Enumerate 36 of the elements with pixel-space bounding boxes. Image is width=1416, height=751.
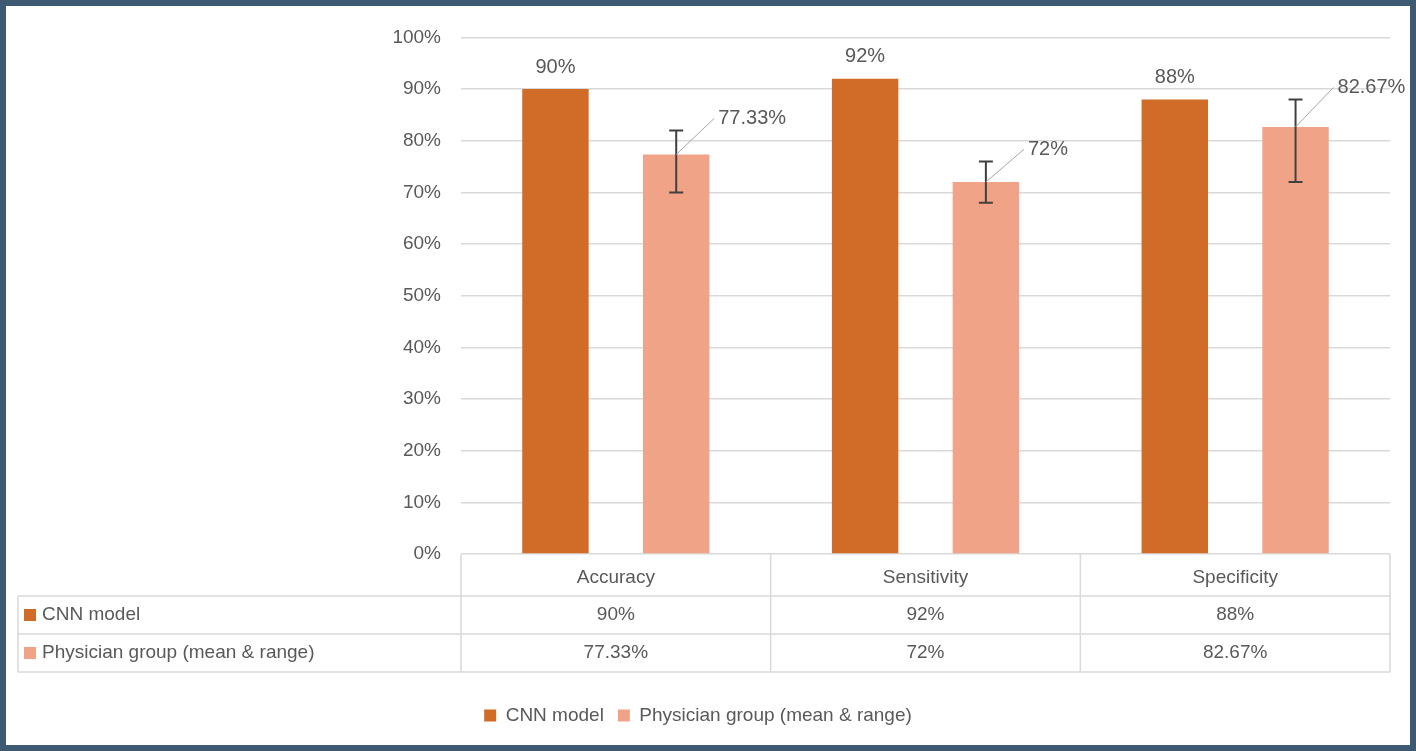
y-tick-label: 60% <box>402 232 442 254</box>
text: 88% <box>1154 64 1195 87</box>
text: 77.33% <box>718 105 787 128</box>
x-tick-label: Accuracy <box>576 565 656 587</box>
x-tick-label: Specificity <box>1192 565 1279 587</box>
text: CNN model <box>42 603 141 625</box>
text: 72% <box>1027 136 1068 159</box>
data-label: 72% <box>906 641 945 663</box>
y-tick-label: 0% <box>413 542 442 564</box>
y-tick-label: 10% <box>402 490 442 512</box>
y-tick-label: 70% <box>402 180 442 202</box>
legend-label: Physician group (mean & range) <box>639 703 912 725</box>
legend-label: CNN model <box>505 703 604 725</box>
data-label: 82.67% <box>1202 641 1268 663</box>
y-tick-label: 30% <box>402 387 442 409</box>
bar <box>952 182 1020 554</box>
bar <box>831 78 899 554</box>
data-label: 92% <box>906 603 945 625</box>
data-label: 88% <box>1216 603 1255 625</box>
x-tick-label: Sensitivity <box>882 565 969 587</box>
bar <box>522 89 589 554</box>
text: 90% <box>535 54 576 77</box>
y-tick-label: 50% <box>402 283 442 305</box>
y-tick-label: 100% <box>392 25 442 47</box>
bar <box>643 154 710 554</box>
text: 92% <box>845 44 886 67</box>
bar <box>1141 99 1208 554</box>
y-tick-label: 40% <box>402 335 442 357</box>
text: 82.67% <box>1337 74 1406 97</box>
y-tick-label: 90% <box>402 77 442 99</box>
bar <box>1262 126 1329 554</box>
y-tick-label: 20% <box>402 438 442 460</box>
data-label: 90% <box>596 603 635 625</box>
text: Physician group (mean & range) <box>42 641 315 663</box>
data-label: 77.33% <box>583 641 649 663</box>
y-tick-label: 80% <box>402 128 442 150</box>
